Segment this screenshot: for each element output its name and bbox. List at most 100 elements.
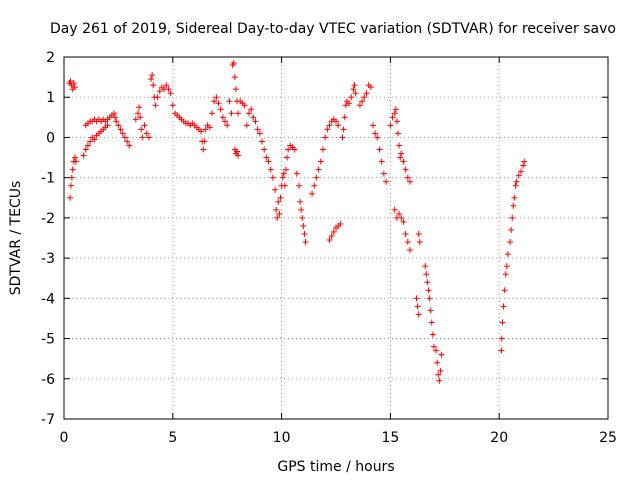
data-point (406, 247, 413, 254)
data-point (436, 377, 443, 384)
data-point (263, 154, 270, 161)
data-point (398, 214, 405, 221)
data-point (435, 371, 442, 378)
data-point (340, 126, 347, 133)
data-point (293, 170, 300, 177)
data-point (211, 98, 218, 105)
chart-title: Day 261 of 2019, Sidereal Day-to-day VTE… (50, 21, 616, 37)
data-point (126, 142, 133, 149)
data-point (282, 166, 289, 173)
data-point (215, 100, 222, 107)
data-point (82, 146, 89, 153)
data-point (156, 88, 163, 95)
data-point (272, 186, 279, 193)
data-point (213, 94, 220, 101)
data-point (169, 102, 176, 109)
grid-lines (64, 57, 608, 419)
data-point (228, 110, 235, 117)
data-point (426, 295, 433, 302)
data-point (427, 307, 434, 314)
data-point (376, 146, 383, 153)
data-point (404, 174, 411, 181)
data-point (378, 158, 385, 165)
data-point (265, 158, 272, 165)
data-point (383, 178, 390, 185)
data-point (269, 174, 276, 181)
data-point (71, 154, 78, 161)
data-point (520, 162, 527, 169)
data-point (87, 138, 94, 145)
data-point (395, 130, 402, 137)
data-point (104, 122, 111, 129)
y-tick-label: -7 (41, 412, 55, 428)
data-point (111, 110, 118, 117)
data-point (302, 239, 309, 246)
data-point (248, 106, 255, 113)
data-point (145, 134, 152, 141)
data-point (132, 116, 139, 123)
data-point (507, 239, 514, 246)
data-point (359, 98, 366, 105)
data-point (279, 174, 286, 181)
data-point (413, 295, 420, 302)
x-tick-label: 20 (490, 430, 508, 446)
data-point (117, 126, 124, 133)
data-point (297, 198, 304, 205)
data-point (317, 158, 324, 165)
data-point (163, 82, 170, 89)
data-point (277, 194, 284, 201)
axis-ticks: 210-1-2-3-4-5-6-70 5 10 15 20 25 (41, 50, 617, 446)
y-tick-label: -3 (41, 251, 55, 267)
data-point (137, 114, 144, 121)
data-point (330, 228, 337, 235)
data-point (113, 118, 120, 125)
data-point (392, 106, 399, 113)
y-tick-label: -4 (41, 291, 55, 307)
data-point (124, 138, 131, 145)
data-point (235, 152, 242, 159)
data-point (285, 146, 292, 153)
data-point (423, 271, 430, 278)
data-point (70, 80, 77, 87)
data-point (509, 214, 516, 221)
data-point (201, 138, 208, 145)
data-point (72, 158, 79, 165)
data-point (322, 134, 329, 141)
data-point (400, 218, 407, 225)
data-point (231, 74, 238, 81)
data-point (67, 194, 74, 201)
data-point (433, 347, 440, 354)
data-point (400, 158, 407, 165)
data-point (206, 124, 213, 131)
data-point (512, 182, 519, 189)
data-point (202, 126, 209, 133)
data-point (402, 166, 409, 173)
data-point (261, 146, 268, 153)
data-point (498, 335, 505, 342)
data-point (267, 166, 274, 173)
data-point (119, 130, 126, 137)
data-point (222, 118, 229, 125)
data-point (115, 122, 122, 129)
data-point (513, 178, 520, 185)
data-point (428, 319, 435, 326)
data-point (369, 122, 376, 129)
data-point (148, 76, 155, 83)
y-tick-label: -6 (41, 372, 55, 388)
data-point (232, 86, 239, 93)
data-point (245, 110, 252, 117)
data-point (356, 102, 363, 109)
data-point (299, 214, 306, 221)
data-point (67, 78, 74, 85)
data-point (415, 230, 422, 237)
data-point (434, 359, 441, 366)
data-point (342, 102, 349, 109)
data-point (313, 174, 320, 181)
data-point (396, 142, 403, 149)
data-point (517, 168, 524, 175)
data-point (363, 90, 370, 97)
data-point (503, 263, 510, 270)
data-point (219, 114, 226, 121)
data-point (200, 146, 207, 153)
